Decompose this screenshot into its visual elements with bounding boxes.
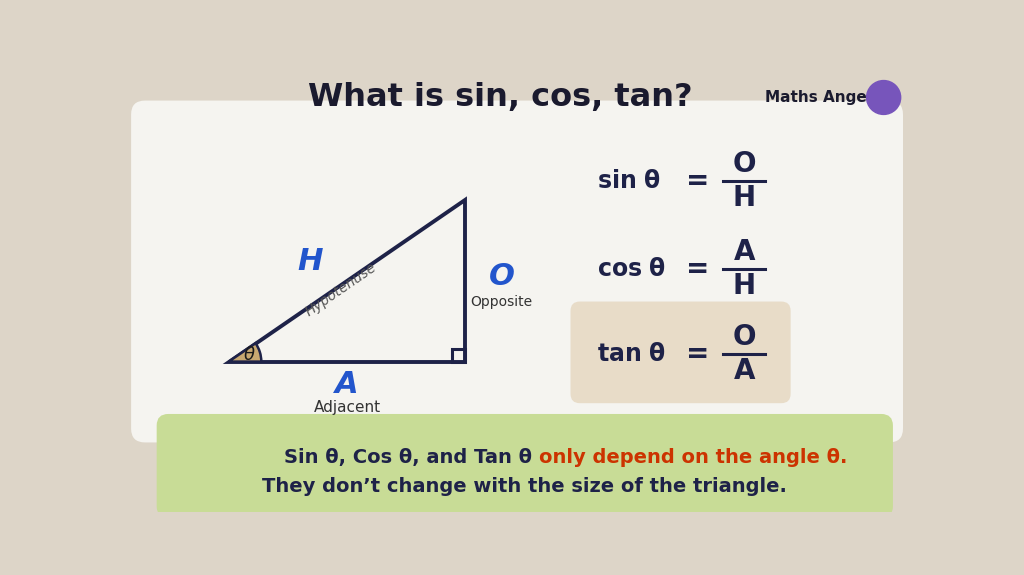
Text: =: = [686,340,710,368]
Text: $\mathbf{tan\ \theta}$: $\mathbf{tan\ \theta}$ [597,342,666,366]
Text: They don’t change with the size of the triangle.: They don’t change with the size of the t… [262,477,787,496]
Text: =: = [686,255,710,283]
Text: O: O [732,323,756,351]
Text: O: O [732,150,756,178]
Text: H: H [732,183,756,212]
FancyBboxPatch shape [157,414,893,518]
Text: H: H [732,272,756,300]
Polygon shape [228,200,465,362]
Text: Adjacent: Adjacent [313,400,381,415]
Text: $\mathbf{cos\ \theta}$: $\mathbf{cos\ \theta}$ [597,257,666,281]
Text: A: A [733,357,755,385]
Text: Hypotenuse: Hypotenuse [303,260,379,319]
Wedge shape [228,343,261,362]
Text: Sin θ, Cos θ, and Tan θ: Sin θ, Cos θ, and Tan θ [284,448,539,467]
Text: $\mathbf{sin\ \theta}$: $\mathbf{sin\ \theta}$ [597,168,660,193]
Circle shape [866,81,901,114]
Text: O: O [488,262,514,292]
Text: =: = [686,167,710,195]
Text: Maths Angel: Maths Angel [765,90,872,105]
Text: only depend on the angle θ.: only depend on the angle θ. [539,448,847,467]
Text: A: A [733,238,755,266]
Text: What is sin, cos, tan?: What is sin, cos, tan? [307,82,692,113]
FancyBboxPatch shape [570,301,791,403]
Text: $\theta$: $\theta$ [243,346,256,364]
Text: Opposite: Opposite [470,296,532,309]
FancyBboxPatch shape [131,101,903,442]
Text: A: A [335,370,358,399]
Text: H: H [297,247,323,276]
